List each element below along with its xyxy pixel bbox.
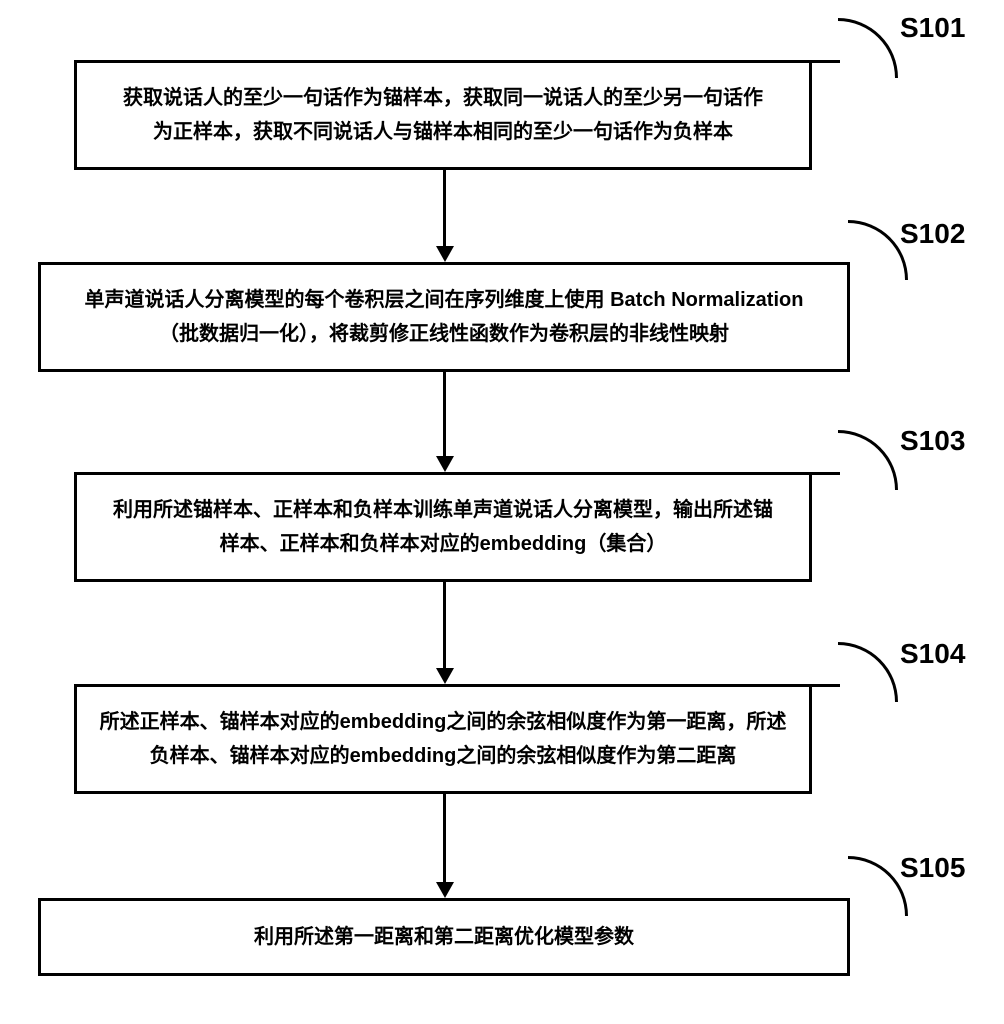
label-curve-4 [848, 856, 908, 916]
step-text-n4: 所述正样本、锚样本对应的embedding之间的余弦相似度作为第一距离，所述负样… [100, 705, 787, 773]
edge-line-n1-n2 [443, 170, 446, 248]
step-text-n5: 利用所述第一距离和第二距离优化模型参数 [254, 920, 634, 954]
edge-line-n4-n5 [443, 794, 446, 884]
step-box-n5: 利用所述第一距离和第二距离优化模型参数 [38, 898, 850, 976]
edge-arrowhead-n1-n2 [436, 246, 454, 262]
flowchart-canvas: S101 S102 S103 S104 S105 获取说话人的至少一句话作为锚样本，获取同… [0, 0, 1004, 1024]
step-box-n1: 获取说话人的至少一句话作为锚样本，获取同一说话人的至少另一句话作为正样本，获取不… [74, 60, 812, 170]
step-label-S103: S103 [900, 425, 965, 457]
label-curve-3 [838, 642, 898, 702]
edge-arrowhead-n4-n5 [436, 882, 454, 898]
edge-arrowhead-n3-n4 [436, 668, 454, 684]
label-tick-3 [812, 684, 840, 687]
step-box-n3: 利用所述锚样本、正样本和负样本训练单声道说话人分离模型，输出所述锚样本、正样本和… [74, 472, 812, 582]
step-text-n3: 利用所述锚样本、正样本和负样本训练单声道说话人分离模型，输出所述锚样本、正样本和… [113, 493, 773, 561]
edge-line-n2-n3 [443, 372, 446, 458]
step-box-n2: 单声道说话人分离模型的每个卷积层之间在序列维度上使用 Batch Normali… [38, 262, 850, 372]
step-label-S101: S101 [900, 12, 965, 44]
step-text-n2: 单声道说话人分离模型的每个卷积层之间在序列维度上使用 Batch Normali… [85, 283, 804, 351]
label-tick-2 [812, 472, 840, 475]
step-box-n4: 所述正样本、锚样本对应的embedding之间的余弦相似度作为第一距离，所述负样… [74, 684, 812, 794]
edge-arrowhead-n2-n3 [436, 456, 454, 472]
edge-line-n3-n4 [443, 582, 446, 670]
step-label-S104: S104 [900, 638, 965, 670]
step-label-S102: S102 [900, 218, 965, 250]
step-label-S105: S105 [900, 852, 965, 884]
label-curve-1 [848, 220, 908, 280]
label-curve-0 [838, 18, 898, 78]
label-curve-2 [838, 430, 898, 490]
label-tick-0 [812, 60, 840, 63]
step-text-n1: 获取说话人的至少一句话作为锚样本，获取同一说话人的至少另一句话作为正样本，获取不… [123, 81, 763, 149]
